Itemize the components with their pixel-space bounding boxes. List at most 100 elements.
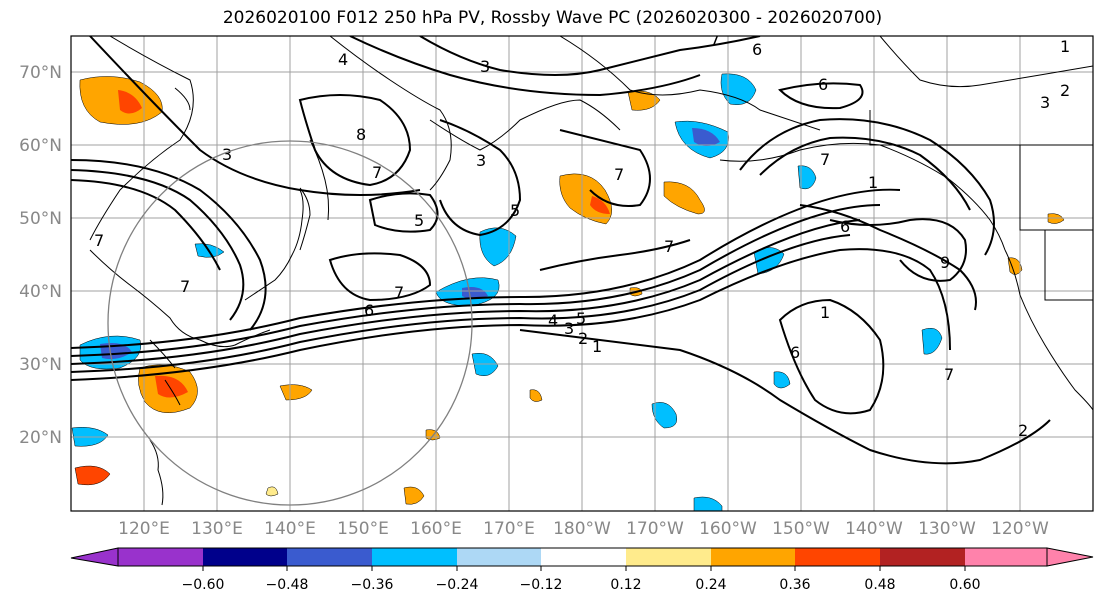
- contour-label: 3: [476, 151, 486, 170]
- map-frame: [70, 35, 1094, 512]
- anomaly-positive-core: [118, 90, 142, 114]
- colorbar-tick-label: 0.12: [610, 577, 641, 593]
- contour-label: 6: [840, 217, 850, 236]
- contour-label: 8: [356, 125, 366, 144]
- colorbar-segment: [711, 548, 795, 566]
- contour-label: 4: [338, 50, 348, 69]
- lat-label: 40°N: [19, 282, 62, 302]
- lon-label: 120°E: [118, 519, 170, 539]
- colorbar-segment: [203, 548, 287, 566]
- contour-label: 7: [710, 30, 720, 49]
- colorbar-frame: [117, 547, 1048, 567]
- contour-label: 9: [940, 253, 950, 272]
- colorbar-tick-label: −0.24: [436, 577, 479, 593]
- contour-label: 5: [510, 201, 520, 220]
- colorbar-tick-label: 0.36: [779, 577, 810, 593]
- contour-label: 5: [576, 309, 586, 328]
- colorbar-extend-high: [1046, 547, 1094, 567]
- lon-label: 120°W: [991, 519, 1049, 539]
- colorbar-segment: [287, 548, 372, 566]
- contour-label: 2: [1060, 81, 1070, 100]
- colorbar-segment: [457, 548, 541, 566]
- lat-label: 50°N: [19, 209, 62, 229]
- colorbar-tick-label: 0.48: [864, 577, 895, 593]
- contour-label: 7: [944, 365, 954, 384]
- contour-label: 4: [548, 311, 558, 330]
- lon-label: 160°W: [699, 519, 757, 539]
- colorbar: −0.60 −0.48 −0.36 −0.24 −0.12 0.12 0.24 …: [70, 547, 1094, 593]
- lat-label: 30°N: [19, 355, 62, 375]
- contour-label: 7: [94, 231, 104, 250]
- contour-label: 6: [752, 40, 762, 59]
- anomaly-positive: [1007, 257, 1023, 275]
- region-circle: [107, 140, 473, 506]
- anomaly-positive: [279, 384, 313, 401]
- colorbar-tick-label: −0.48: [266, 577, 309, 593]
- colorbar-segment: [965, 548, 1047, 566]
- contour-label: 6: [818, 75, 828, 94]
- lon-label: 180°W: [553, 519, 611, 539]
- anomaly-negative: [797, 165, 817, 190]
- lon-label: 160°E: [410, 519, 462, 539]
- lon-label: 140°W: [845, 519, 903, 539]
- lon-label: 170°E: [483, 519, 535, 539]
- colorbar-extend-low: [70, 547, 119, 567]
- lat-label: 20°N: [19, 428, 62, 448]
- contour-labels: 3 4 6 7 6 3 5 3 8 7 5 7 7 7 6 7 7 6 1 3 …: [94, 30, 1070, 440]
- anomaly-negative: [693, 496, 723, 511]
- map-plot-area: 3 4 6 7 6 3 5 3 8 7 5 7 7 7 6 7 7 6 1 3 …: [71, 30, 1093, 511]
- colorbar-tick-label: −0.36: [351, 577, 394, 593]
- lat-labels: 70°N 60°N 50°N 40°N 30°N 20°N: [19, 63, 62, 448]
- colorbar-segment: [372, 548, 457, 566]
- contour-label: 2: [578, 329, 588, 348]
- contour-label: 3: [1040, 93, 1050, 112]
- colorbar-segment: [795, 548, 880, 566]
- anomaly-positive: [663, 181, 705, 215]
- lon-labels: 120°E 130°E 140°E 150°E 160°E 170°E 180°…: [118, 519, 1049, 539]
- anomaly-positive-core: [155, 375, 188, 398]
- colorbar-ticks: [202, 566, 966, 571]
- colorbar-tick-label: −0.12: [520, 577, 563, 593]
- contour-label: 5: [414, 211, 424, 230]
- anomaly-positive: [529, 389, 543, 402]
- contour-label: 7: [664, 237, 674, 256]
- contour-label: 7: [180, 277, 190, 296]
- contour-label: 7: [372, 163, 382, 182]
- lon-label: 150°W: [772, 519, 830, 539]
- colorbar-segment: [541, 548, 626, 566]
- lon-label: 130°W: [918, 519, 976, 539]
- anomaly-negative: [773, 371, 791, 389]
- colorbar-segment: [880, 548, 965, 566]
- contour-label: 1: [1060, 37, 1070, 56]
- pv-contours: [71, 36, 1051, 465]
- contour-label: 1: [820, 303, 830, 322]
- lat-label: 60°N: [19, 136, 62, 156]
- contour-label: 7: [614, 165, 624, 184]
- contour-label: 6: [364, 301, 374, 320]
- map-title: 2026020100 F012 250 hPa PV, Rossby Wave …: [222, 8, 883, 28]
- contour-label: 3: [480, 57, 490, 76]
- anomaly-positive: [1047, 213, 1065, 224]
- lat-label: 70°N: [19, 63, 62, 83]
- anomaly-negative: [921, 328, 943, 355]
- colorbar-tick-label: 0.60: [949, 577, 980, 593]
- colorbar-segment: [118, 548, 203, 566]
- contour-label: 2: [1018, 421, 1028, 440]
- lon-label: 170°W: [626, 519, 684, 539]
- contour-label: 7: [820, 150, 830, 169]
- contour-label: 7: [394, 283, 404, 302]
- anomaly-positive-core: [590, 196, 610, 214]
- contour-label: 1: [592, 337, 602, 356]
- contour-label: 3: [222, 145, 232, 164]
- colorbar-tick-label: −0.60: [182, 577, 225, 593]
- map-gridlines: [71, 36, 1093, 511]
- contour-label: 3: [564, 319, 574, 338]
- colorbar-tick-label: 0.24: [695, 577, 726, 593]
- contour-label: 6: [790, 343, 800, 362]
- anomaly-positive: [403, 486, 425, 505]
- colorbar-segment: [626, 548, 711, 566]
- anomaly-positive: [265, 486, 279, 497]
- anomaly-negative-core: [692, 128, 720, 146]
- lon-label: 140°E: [264, 519, 316, 539]
